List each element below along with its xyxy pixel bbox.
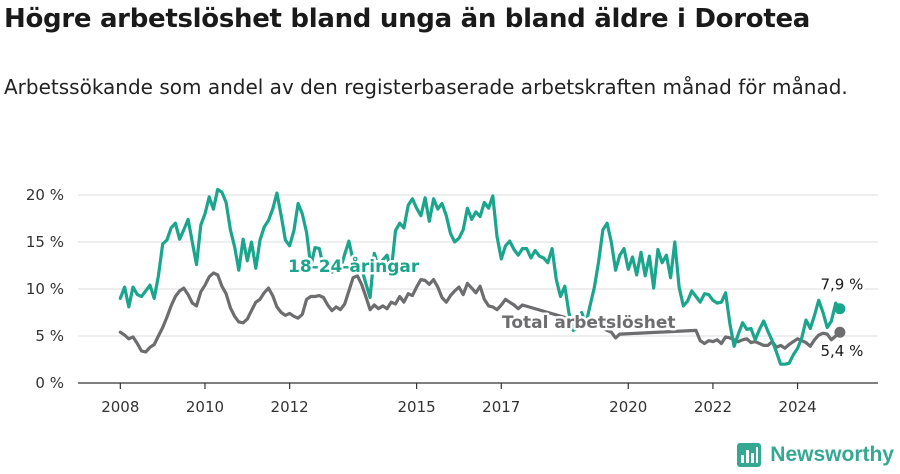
series-end-marker-1	[834, 303, 846, 315]
end-value-label-total-halo: 5,4 %	[820, 342, 863, 360]
series-line-0	[118, 271, 842, 354]
x-tick-label: 2012	[271, 398, 309, 416]
y-tick-label: 5 %	[35, 327, 64, 345]
y-tick-label: 20 %	[26, 186, 64, 204]
series-line-1	[118, 187, 842, 366]
x-tick-label: 2015	[398, 398, 436, 416]
series-name-label-youth: 18-24-åringar	[288, 255, 420, 277]
series-end-marker-0	[834, 326, 846, 338]
x-tick-label: 2017	[482, 398, 520, 416]
y-tick-label: 15 %	[26, 233, 64, 251]
series-name-label-youth-halo: 18-24-åringar	[288, 255, 420, 277]
y-tick-label: 0 %	[35, 374, 64, 392]
end-value-label-youth-halo: 7,9 %	[820, 276, 863, 294]
chart-title: Högre arbetslöshet bland unga än bland ä…	[4, 4, 811, 34]
series-lines	[118, 187, 846, 366]
series-name-label-total-halo: Total arbetslöshet	[502, 313, 676, 333]
chart-subtitle: Arbetssökande som andel av den registerb…	[4, 75, 848, 99]
x-tick-label: 2008	[101, 398, 139, 416]
x-tick-label: 2010	[186, 398, 224, 416]
y-tick-label: 10 %	[26, 280, 64, 298]
x-tick-label: 2022	[694, 398, 732, 416]
grid: 0 % 5 % 10 % 15 % 20 % 2008 2010 2012 2015 2017 20…	[26, 186, 878, 416]
brand-logo: Newsworthy	[736, 442, 894, 468]
end-value-label-total: 5,4 %	[820, 342, 863, 360]
x-tick-label: 2024	[778, 398, 816, 416]
end-value-label-youth: 7,9 %	[820, 276, 863, 294]
series-name-label-total: Total arbetslöshet	[502, 313, 676, 333]
newsworthy-logo-icon	[737, 443, 762, 467]
x-tick-label: 2020	[609, 398, 647, 416]
brand-name: Newsworthy	[770, 443, 894, 466]
